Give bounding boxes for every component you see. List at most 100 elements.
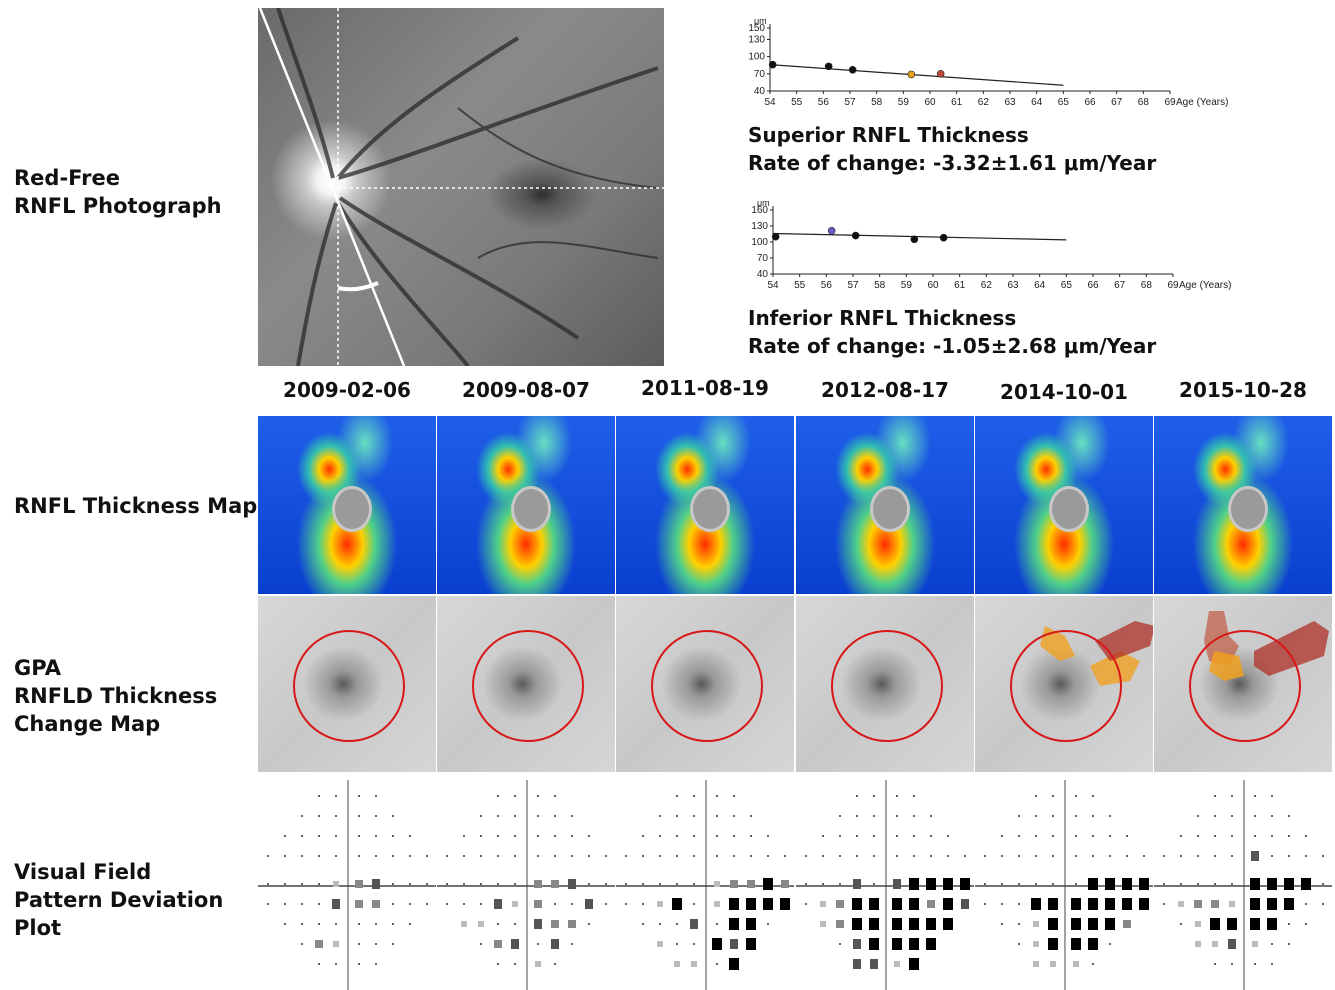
vf-point-normal bbox=[426, 883, 428, 885]
vf-point-normal bbox=[693, 855, 695, 857]
vf-point-p5 bbox=[1229, 901, 1235, 907]
vf-point-normal bbox=[1254, 835, 1256, 837]
vf-point-normal bbox=[750, 855, 752, 857]
vf-point-p05 bbox=[1301, 878, 1311, 890]
vf-point-normal bbox=[284, 883, 286, 885]
vf-point-p2 bbox=[315, 940, 323, 948]
vf-point-normal bbox=[1018, 943, 1020, 945]
vf-point-normal bbox=[1075, 883, 1077, 885]
vf-point-normal bbox=[335, 815, 337, 817]
vf-point-normal bbox=[1075, 795, 1077, 797]
vf-point-normal bbox=[642, 855, 644, 857]
vf-point-normal bbox=[514, 835, 516, 837]
vf-point-p05 bbox=[960, 878, 970, 890]
thickness-map-2 bbox=[437, 416, 615, 594]
vf-point-normal bbox=[873, 883, 875, 885]
vf-point-normal bbox=[605, 855, 607, 857]
vf-point-normal bbox=[514, 923, 516, 925]
vf-point-normal bbox=[716, 855, 718, 857]
vf-point-normal bbox=[1288, 855, 1290, 857]
data-point bbox=[907, 70, 916, 79]
vf-point-normal bbox=[1214, 883, 1216, 885]
vf-point-normal bbox=[659, 855, 661, 857]
vf-point-normal bbox=[1197, 815, 1199, 817]
inferior-title: Inferior RNFL Thickness bbox=[748, 306, 1017, 330]
y-tick-label: 130 bbox=[748, 34, 765, 45]
vf-point-p5 bbox=[691, 961, 697, 967]
vf-point-normal bbox=[335, 963, 337, 965]
vf-point-p1 bbox=[1228, 939, 1236, 949]
vf-point-p5 bbox=[1033, 941, 1039, 947]
vf-point-normal bbox=[930, 835, 932, 837]
vf-point-normal bbox=[605, 883, 607, 885]
vf-point-normal bbox=[839, 835, 841, 837]
vf-point-p2 bbox=[1211, 900, 1219, 908]
vf-point-normal bbox=[1197, 883, 1199, 885]
vf-point-normal bbox=[514, 795, 516, 797]
data-point bbox=[827, 226, 836, 235]
thickness-map-5 bbox=[975, 416, 1153, 594]
vf-point-p05 bbox=[780, 898, 790, 910]
vf-point-normal bbox=[335, 795, 337, 797]
gpa-map-3 bbox=[616, 596, 794, 772]
vf-point-normal bbox=[1126, 835, 1128, 837]
vf-point-normal bbox=[497, 815, 499, 817]
vf-point-normal bbox=[947, 835, 949, 837]
vf-point-normal bbox=[1288, 815, 1290, 817]
vf-point-normal bbox=[446, 855, 448, 857]
vf-point-p5 bbox=[333, 941, 339, 947]
vf-point-normal bbox=[1052, 835, 1054, 837]
data-point bbox=[824, 62, 833, 71]
vf-point-p05 bbox=[1048, 898, 1058, 910]
vf-point-normal bbox=[873, 835, 875, 837]
vf-point-normal bbox=[896, 855, 898, 857]
y-tick-label: 150 bbox=[748, 23, 765, 34]
vf-point-normal bbox=[676, 943, 678, 945]
data-point bbox=[939, 233, 948, 242]
vf-point-normal bbox=[497, 855, 499, 857]
vf-point-normal bbox=[676, 795, 678, 797]
vf-point-normal bbox=[625, 903, 627, 905]
vf-point-p5 bbox=[1195, 921, 1201, 927]
vf-point-normal bbox=[896, 835, 898, 837]
vf-point-normal bbox=[537, 795, 539, 797]
vf-point-normal bbox=[1092, 815, 1094, 817]
vf-point-p2 bbox=[355, 900, 363, 908]
vf-point-p2 bbox=[568, 920, 576, 928]
vf-point-normal bbox=[480, 943, 482, 945]
vf-point-normal bbox=[588, 883, 590, 885]
vf-point-normal bbox=[497, 835, 499, 837]
gpa-overlay bbox=[831, 630, 943, 742]
vf-point-p2 bbox=[355, 880, 363, 888]
vf-point-normal bbox=[896, 795, 898, 797]
vf-point-normal bbox=[1018, 923, 1020, 925]
vf-point-normal bbox=[1288, 835, 1290, 837]
vf-point-normal bbox=[659, 815, 661, 817]
vf-point-p05 bbox=[909, 958, 919, 970]
vf-point-p5 bbox=[657, 941, 663, 947]
vf-point-p05 bbox=[1139, 878, 1149, 890]
vf-point-normal bbox=[676, 855, 678, 857]
vf-point-normal bbox=[984, 903, 986, 905]
vf-point-normal bbox=[318, 835, 320, 837]
vf-point-normal bbox=[446, 883, 448, 885]
vf-point-p1 bbox=[534, 919, 542, 929]
vf-point-normal bbox=[676, 923, 678, 925]
vf-point-normal bbox=[1305, 835, 1307, 837]
vf-point-normal bbox=[1001, 923, 1003, 925]
visual-field-plot-6 bbox=[1154, 780, 1332, 990]
visit-date-2: 2009-08-07 bbox=[462, 378, 590, 402]
vf-point-normal bbox=[301, 923, 303, 925]
vf-point-p1 bbox=[511, 939, 519, 949]
vf-point-p5 bbox=[1073, 961, 1079, 967]
vf-point-normal bbox=[733, 815, 735, 817]
thickness-map-1 bbox=[258, 416, 436, 594]
vf-point-normal bbox=[1035, 855, 1037, 857]
x-tick-label: 56 bbox=[821, 280, 833, 291]
vf-point-normal bbox=[409, 855, 411, 857]
vf-point-normal bbox=[642, 835, 644, 837]
vf-point-normal bbox=[856, 835, 858, 837]
vf-point-normal bbox=[571, 943, 573, 945]
vf-point-p05 bbox=[852, 898, 862, 910]
x-axis-label: Age (Years) bbox=[1179, 280, 1231, 291]
